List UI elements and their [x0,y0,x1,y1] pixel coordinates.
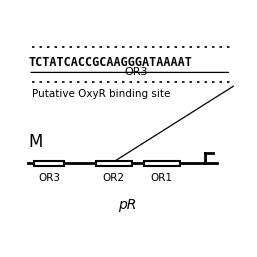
Text: M: M [28,133,42,151]
Text: Putative OxyR binding site: Putative OxyR binding site [32,89,170,99]
Text: OR2: OR2 [103,173,125,183]
Bar [144,161,179,166]
Text: TCTATCACCGCAAGGGATAAAAT: TCTATCACCGCAAGGGATAAAAT [28,56,192,69]
Text: OR1: OR1 [151,173,173,183]
Bar [96,161,132,166]
Text: pR: pR [118,198,137,212]
Text: OR3: OR3 [124,67,148,77]
Bar [34,161,64,166]
Text: OR3: OR3 [38,173,60,183]
